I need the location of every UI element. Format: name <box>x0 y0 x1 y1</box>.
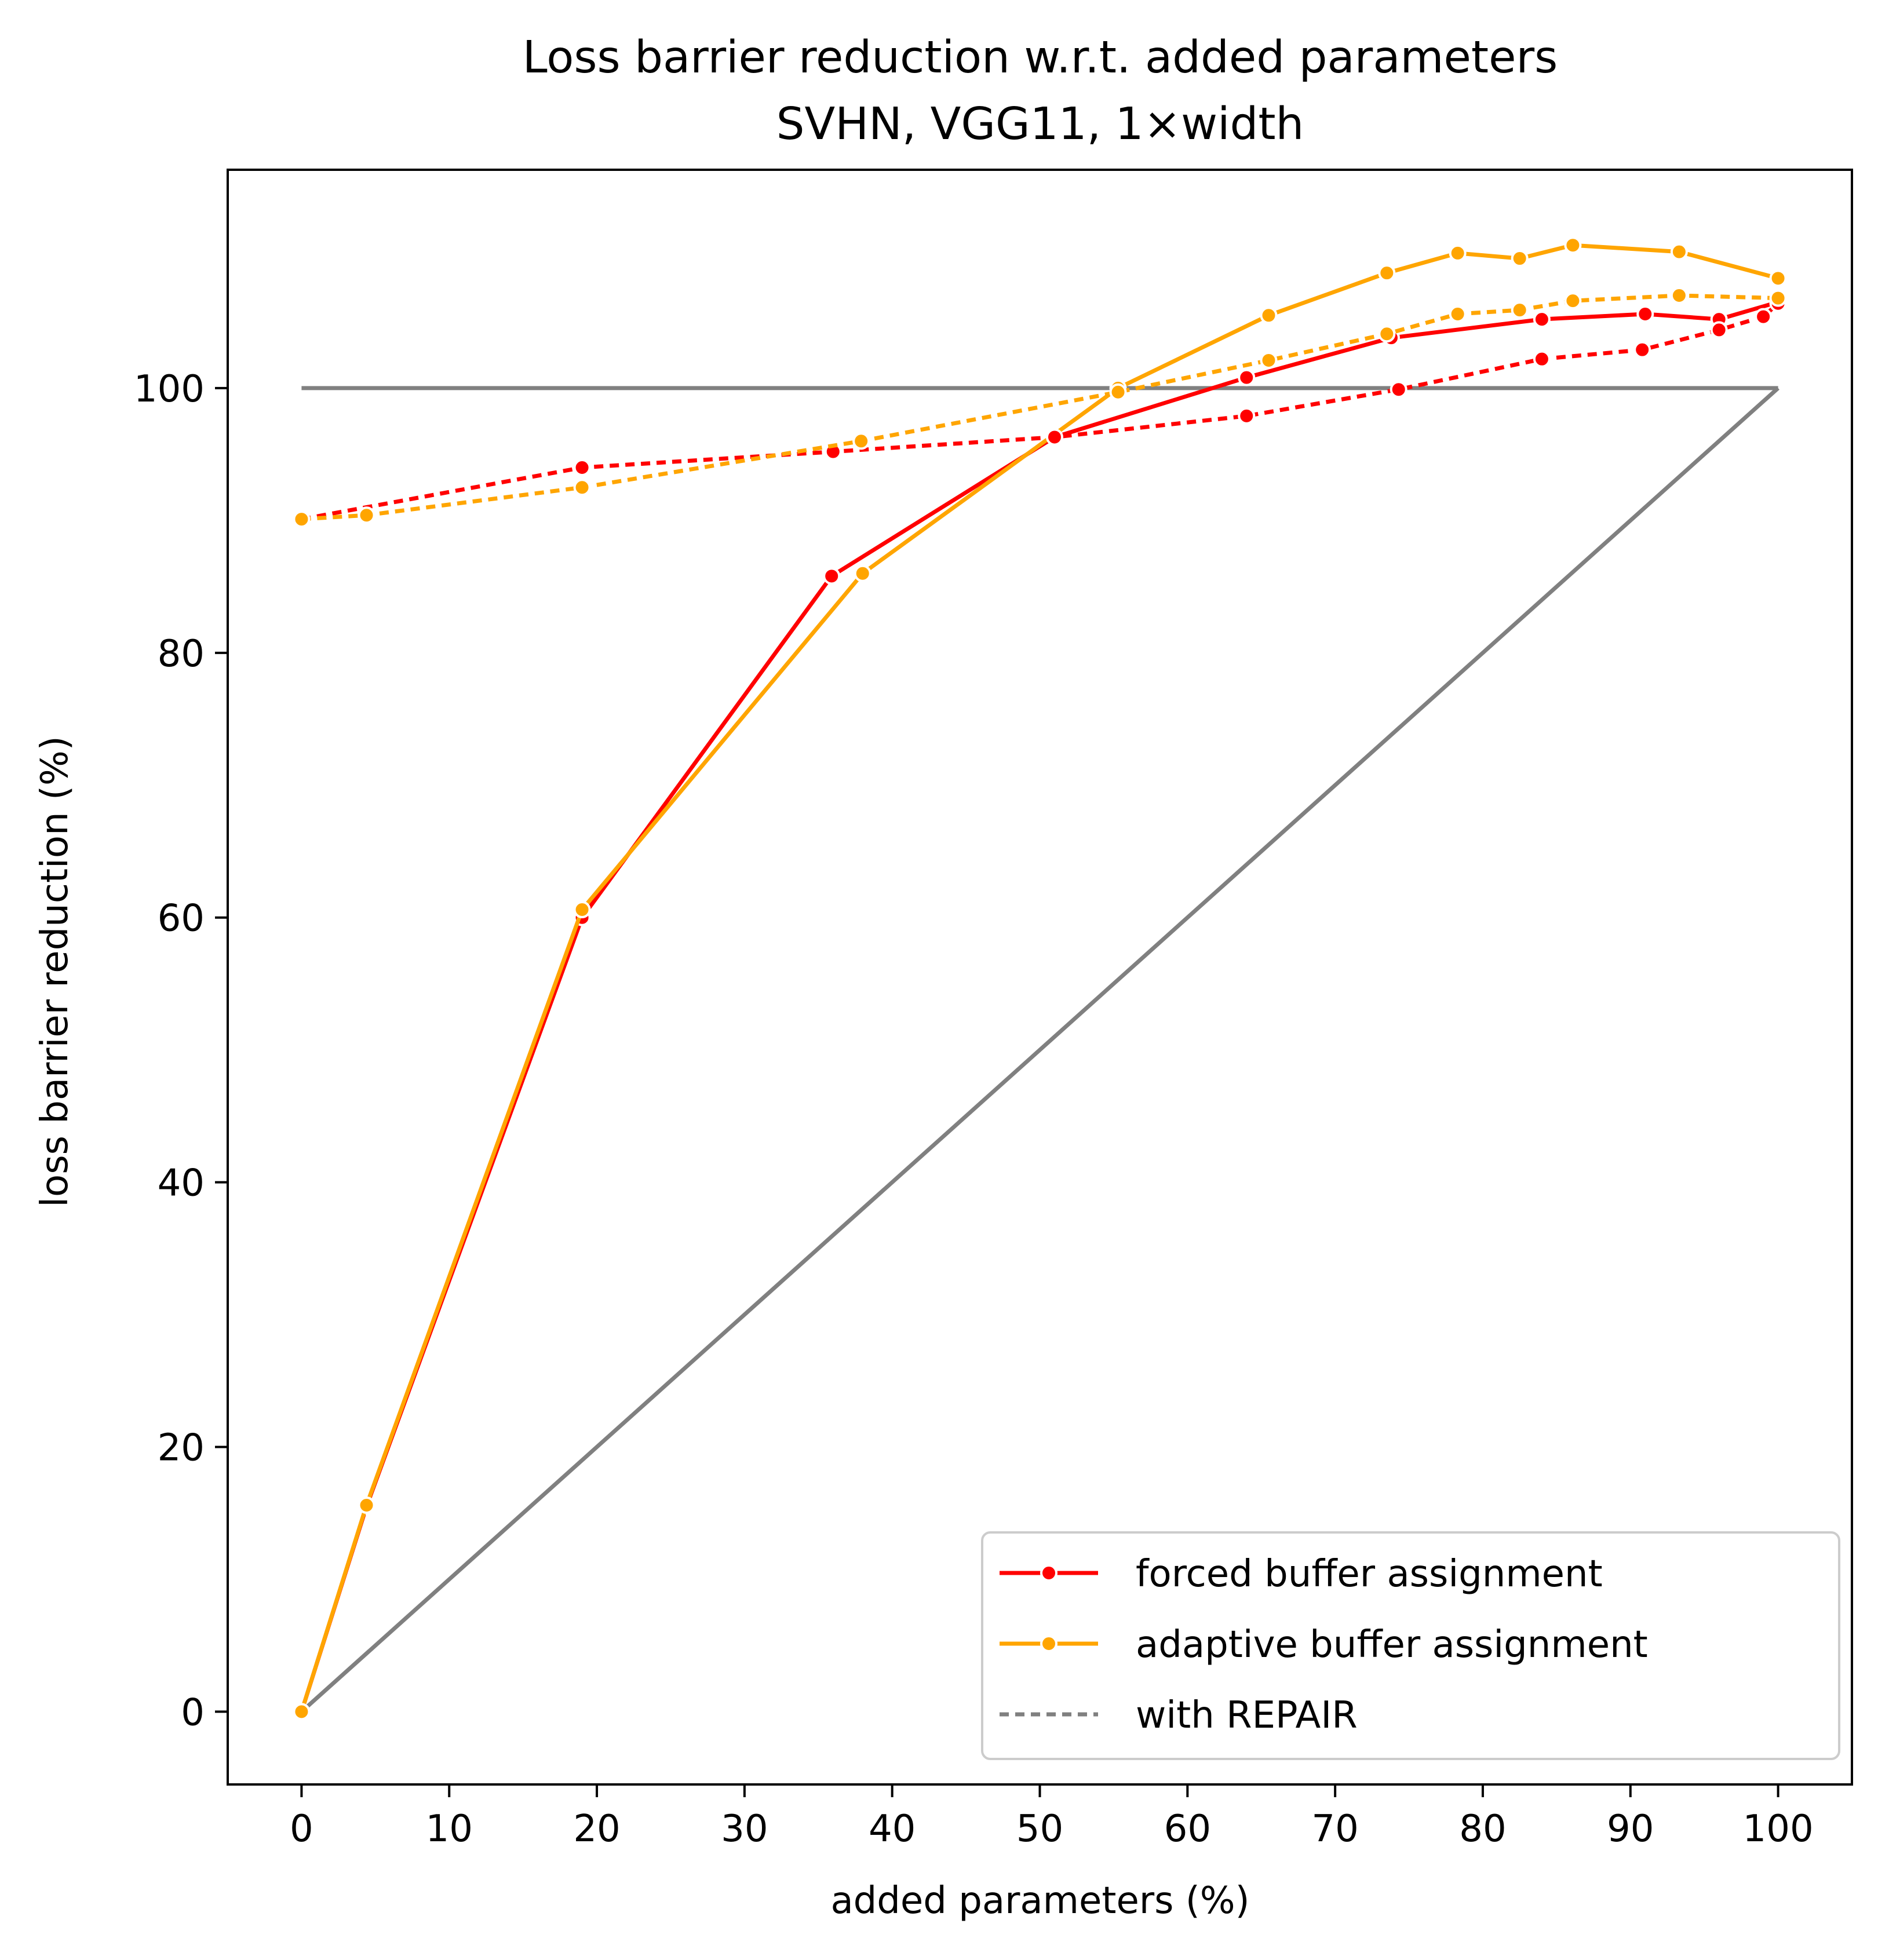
legend-box <box>981 1531 1840 1760</box>
data-point <box>1511 301 1529 319</box>
data-point <box>1449 244 1467 262</box>
data-point <box>1670 243 1688 261</box>
legend-marker <box>1040 1635 1057 1652</box>
y-tick-label: 80 <box>158 633 205 676</box>
x-tick-label: 40 <box>869 1808 916 1850</box>
x-tick-label: 20 <box>573 1808 620 1850</box>
chart-title: Loss barrier reduction w.r.t. added para… <box>523 32 1558 83</box>
y-tick-label: 100 <box>134 368 205 411</box>
x-tick-label: 90 <box>1607 1808 1654 1850</box>
data-point <box>293 1703 311 1721</box>
legend-label: with REPAIR <box>1136 1694 1358 1737</box>
data-point <box>1238 407 1256 425</box>
data-point <box>1710 321 1728 339</box>
data-point <box>573 458 591 476</box>
y-axis-label: loss barrier reduction (%) <box>34 736 76 1207</box>
y-tick-label: 20 <box>158 1426 205 1469</box>
plot-area <box>293 236 1787 1721</box>
x-tick-label: 100 <box>1743 1808 1814 1850</box>
data-point <box>1390 381 1407 399</box>
data-point <box>573 479 591 497</box>
data-point <box>1260 306 1278 324</box>
series-line-4 <box>301 302 1779 521</box>
data-point <box>573 900 591 918</box>
series-line-3 <box>300 243 1779 1713</box>
series-layer <box>293 236 1787 1721</box>
data-point <box>358 1496 375 1514</box>
data-point <box>1564 236 1582 254</box>
chart-subtitle: SVHN, VGG11, 1×width <box>776 98 1304 150</box>
data-point <box>854 564 871 582</box>
data-point <box>1533 350 1551 368</box>
data-point <box>1670 287 1688 305</box>
x-tick-label: 60 <box>1164 1808 1211 1850</box>
data-point <box>1378 264 1396 282</box>
data-point <box>1769 289 1787 307</box>
data-point <box>358 506 375 524</box>
y-tick-label: 40 <box>158 1162 205 1205</box>
x-axis: 0 10 20 30 40 50 60 70 80 90 100 <box>290 1784 1814 1850</box>
data-point <box>1449 305 1467 323</box>
data-point <box>1238 368 1256 386</box>
series-line-1 <box>300 386 1779 1714</box>
data-point <box>1755 308 1773 326</box>
data-point <box>1633 341 1651 359</box>
y-tick-label: 60 <box>158 897 205 940</box>
data-point <box>1564 292 1582 310</box>
x-axis-label: added parameters (%) <box>830 1879 1249 1922</box>
data-point <box>1636 305 1654 323</box>
data-point <box>1511 250 1529 268</box>
x-tick-label: 0 <box>290 1808 313 1850</box>
x-tick-label: 30 <box>721 1808 768 1850</box>
data-point <box>1533 311 1551 329</box>
x-tick-label: 70 <box>1311 1808 1358 1850</box>
data-point <box>852 432 870 450</box>
series-line-5 <box>301 293 1778 521</box>
y-tick-label: 0 <box>181 1691 205 1734</box>
data-point <box>1769 269 1787 287</box>
data-point <box>1045 428 1063 446</box>
legend: forced buffer assignment adaptive buffer … <box>981 1531 1840 1760</box>
y-axis: 0 20 40 60 80 100 <box>134 368 228 1734</box>
legend-label: adaptive buffer assignment <box>1136 1623 1648 1666</box>
legend-label: forced buffer assignment <box>1136 1553 1603 1596</box>
x-tick-label: 50 <box>1016 1808 1063 1850</box>
data-point <box>1109 383 1127 401</box>
x-tick-label: 80 <box>1459 1808 1506 1850</box>
data-point <box>823 567 841 585</box>
data-point <box>1260 351 1278 369</box>
x-tick-label: 10 <box>426 1808 473 1850</box>
data-point <box>293 510 311 528</box>
data-point <box>1378 325 1396 343</box>
legend-marker <box>1040 1564 1057 1582</box>
